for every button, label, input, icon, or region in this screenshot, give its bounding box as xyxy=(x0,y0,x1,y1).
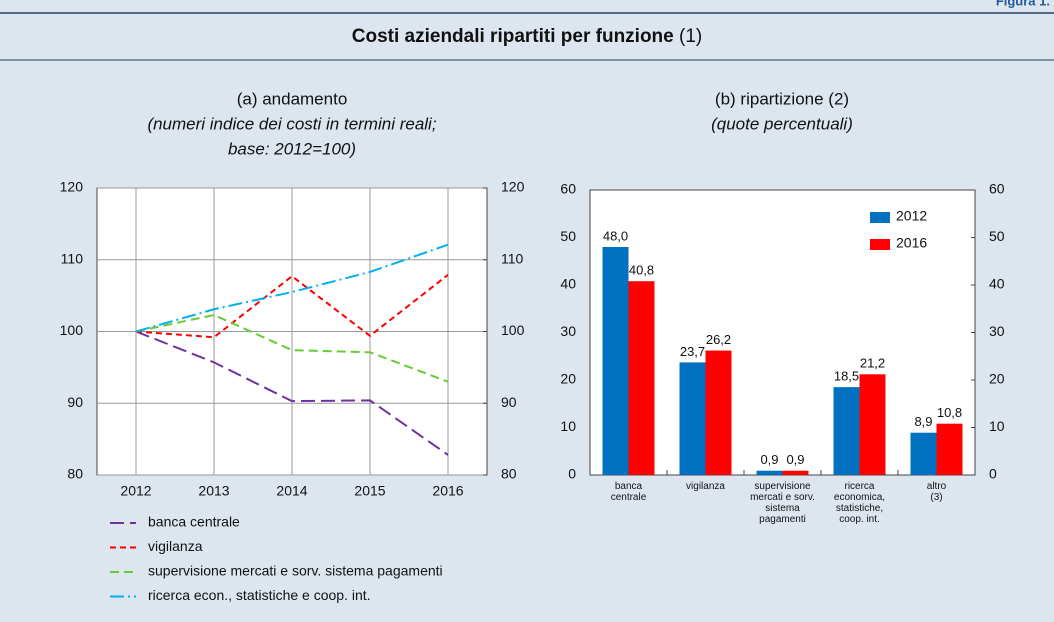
legend-label: vigilanza xyxy=(148,538,203,554)
x-tick-label: 2015 xyxy=(354,483,385,499)
y-tick-label: 110 xyxy=(61,250,84,266)
bar xyxy=(679,362,706,475)
x-tick-label: supervisione mercati e sorv. sistema pag… xyxy=(750,481,815,525)
figure-label: Figura 1. xyxy=(996,0,1050,8)
line-series xyxy=(135,313,449,383)
bar xyxy=(910,432,937,475)
y2-tick-label: 50 xyxy=(989,228,1005,244)
chart-title: (b) ripartizione (2) xyxy=(715,89,849,108)
legend-label: 2016 xyxy=(896,235,927,251)
y2-tick-label: 30 xyxy=(989,323,1005,339)
legend-label: ricerca econ., statistiche e coop. int. xyxy=(148,587,371,603)
y-tick-label: 20 xyxy=(560,371,576,387)
value-label: 0,9 xyxy=(786,452,804,467)
y2-tick-label: 120 xyxy=(501,179,525,195)
y-tick-label: 50 xyxy=(560,228,576,244)
y-tick-label: 60 xyxy=(560,181,576,197)
x-tick-label: 2016 xyxy=(432,483,463,499)
x-tick-label: banca centrale xyxy=(610,481,647,503)
title-note: (1) xyxy=(679,26,702,47)
chart-subtitle: base: 2012=100) xyxy=(228,139,356,158)
line-series xyxy=(135,243,449,333)
bar xyxy=(782,470,809,475)
x-tick-label: altro (3) xyxy=(926,481,947,503)
x-tick-label: ricerca economica, statistiche, coop. in… xyxy=(833,481,886,525)
bar xyxy=(705,350,732,475)
y2-tick-label: 10 xyxy=(989,418,1005,434)
y-tick-label: 120 xyxy=(60,179,84,195)
x-tick-label: 2012 xyxy=(120,483,151,499)
bar xyxy=(628,281,655,475)
legend-label: banca centrale xyxy=(148,514,240,530)
chart-subtitle: (numeri indice dei costi in termini real… xyxy=(147,114,436,133)
bar xyxy=(936,423,963,475)
title-text: Costi aziendali ripartiti per funzione xyxy=(352,26,674,47)
bar xyxy=(859,374,886,475)
legend-label: supervisione mercati e sorv. sistema pag… xyxy=(148,563,443,579)
x-tick-label: vigilanza xyxy=(686,481,725,492)
line-series xyxy=(135,274,449,339)
legend-label: 2012 xyxy=(896,208,927,224)
y-tick-label: 100 xyxy=(60,322,84,338)
y2-tick-label: 40 xyxy=(989,276,1005,292)
value-label: 40,8 xyxy=(629,263,654,278)
x-tick-label: 2014 xyxy=(276,483,307,499)
value-label: 0,9 xyxy=(760,452,778,467)
value-label: 21,2 xyxy=(860,356,885,371)
line-series xyxy=(135,330,449,456)
y2-tick-label: 60 xyxy=(989,181,1005,197)
y2-tick-label: 0 xyxy=(989,466,997,482)
chart-subtitle: (quote percentuali) xyxy=(711,114,853,133)
bar xyxy=(602,247,629,475)
bar xyxy=(756,470,783,475)
chart-title: (a) andamento xyxy=(237,89,348,108)
value-label: 10,8 xyxy=(937,405,962,420)
y2-tick-label: 20 xyxy=(989,371,1005,387)
value-label: 23,7 xyxy=(680,344,705,359)
legend-swatch xyxy=(870,212,890,223)
y2-tick-label: 110 xyxy=(501,250,524,266)
y2-tick-label: 90 xyxy=(501,394,517,410)
x-tick-label: 2013 xyxy=(198,483,229,499)
value-label: 8,9 xyxy=(914,414,932,429)
y-tick-label: 80 xyxy=(67,466,83,482)
y-tick-label: 40 xyxy=(560,276,576,292)
title: Costi aziendali ripartiti per funzione (… xyxy=(352,26,703,47)
value-label: 18,5 xyxy=(834,369,859,384)
value-label: 48,0 xyxy=(603,228,628,243)
y-tick-label: 10 xyxy=(560,418,576,434)
y-tick-label: 90 xyxy=(67,394,83,410)
value-label: 26,2 xyxy=(706,332,731,347)
y2-tick-label: 100 xyxy=(501,322,525,338)
y2-tick-label: 80 xyxy=(501,466,517,482)
y-tick-label: 30 xyxy=(560,323,576,339)
y-tick-label: 0 xyxy=(568,466,576,482)
bar xyxy=(833,387,860,475)
legend-swatch xyxy=(870,239,890,250)
